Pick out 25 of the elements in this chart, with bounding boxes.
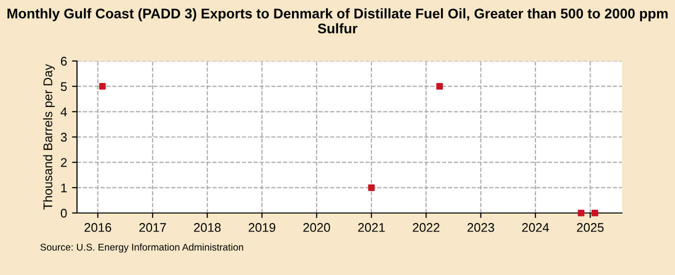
y-tick-label: 5 <box>60 82 67 91</box>
point <box>436 83 443 90</box>
point <box>578 210 584 216</box>
y-tick-label: 3 <box>60 132 67 142</box>
y-tick-label: 6 <box>60 56 67 66</box>
y-tick-label: 2 <box>60 158 67 167</box>
y-tick-label: 1 <box>61 184 67 192</box>
point <box>592 210 598 216</box>
x-tick-label: 2016 <box>84 223 112 232</box>
x-tick-label: 2020 <box>303 223 330 232</box>
x-tick-label: 2024 <box>522 223 549 232</box>
chart-title: Monthly Gulf Coast (PADD 3) Exports to Denmark of Distillate Fuel Oil, Greater than 500 to 2000 ppm Sulfur <box>7 8 668 34</box>
x-tick-label: 2022 <box>412 223 440 232</box>
x-tick-label: 2019 <box>248 223 276 232</box>
x-tick-label: 2017 <box>139 223 166 232</box>
x-tick-label: 2025 <box>576 223 604 232</box>
y-axis-title: Thousand Barrels per Day <box>43 64 55 210</box>
point <box>368 184 375 191</box>
y-tick-label: 0 <box>60 208 67 218</box>
x-tick-label: 2021 <box>358 223 385 232</box>
x-tick-label: 2018 <box>194 223 221 232</box>
source-note: Source: U.S. Energy Information Administration <box>40 243 244 253</box>
y-tick-label: 4 <box>60 108 67 116</box>
point <box>99 83 106 90</box>
x-tick-label: 2023 <box>467 223 494 232</box>
